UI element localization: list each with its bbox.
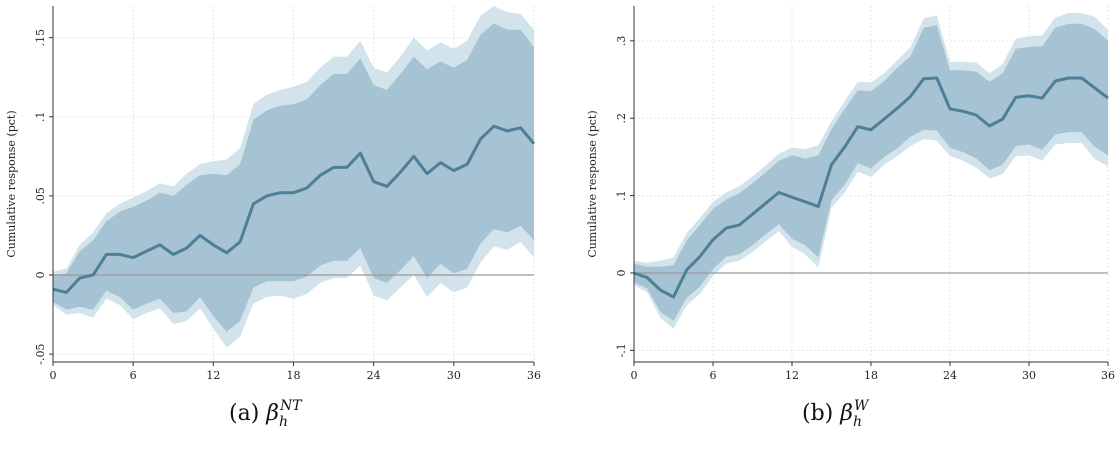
- b-x-tick-label-2: 12: [785, 369, 799, 382]
- caption-a: (a) βhNT: [229, 398, 302, 430]
- b-y-tick-label-0: -.1: [615, 343, 628, 357]
- b-y-tick-label-2: .1: [615, 190, 628, 201]
- a-x-tick-label-0: 0: [50, 369, 57, 382]
- caption-a-sup: NT: [280, 398, 302, 414]
- a-x-tick-label-2: 12: [206, 369, 220, 382]
- caption-b-prefix: (b): [802, 401, 834, 426]
- b-x-tick-label-5: 30: [1022, 369, 1036, 382]
- caption-a-sub: h: [279, 414, 289, 430]
- a-y-tick-label-4: .15: [34, 29, 47, 47]
- a-y-tick-label-3: .1: [34, 112, 47, 123]
- caption-b-symbol: β: [840, 401, 853, 426]
- b-y-tick-label-1: 0: [615, 270, 628, 277]
- a-x-tick-label-3: 18: [287, 369, 301, 382]
- b-x-tick-label-0: 0: [631, 369, 638, 382]
- b-x-tick-label-1: 6: [710, 369, 717, 382]
- caption-a-symbol: β: [266, 401, 280, 426]
- b-y-axis-label: Cumulative response (pct): [586, 110, 599, 257]
- b-x-tick-label-6: 36: [1101, 369, 1115, 382]
- a-series-line: [52, 124, 536, 294]
- caption-a-prefix: (a): [229, 401, 260, 426]
- a-x-tick-label-1: 6: [130, 369, 137, 382]
- caption-b-sup: W: [854, 398, 869, 414]
- chart-panel-a: 0 6 12 18 24 30 36 -.05 0.05.1.15 Cumulative resp…: [0, 0, 559, 458]
- b-x-tick-label-3: 18: [864, 369, 878, 382]
- chart-panel-b: 0 6 12 18 24 30 36 -.1 0.1.2.3 Cumulative respons…: [559, 0, 1118, 458]
- a-x-tick-label-6: 36: [527, 369, 541, 382]
- b-y-tick-label-3: .2: [615, 113, 628, 124]
- a-y-tick-label-0: -.05: [34, 343, 47, 364]
- a-x-tick-label-5: 30: [447, 369, 461, 382]
- a-y-tick-label-2: .05: [34, 187, 47, 205]
- caption-b: (b) βhW: [802, 398, 868, 430]
- a-x-tick-label-4: 24: [367, 369, 381, 382]
- caption-b-sub: h: [852, 414, 862, 430]
- a-y-axis-label: Cumulative response (pct): [5, 110, 18, 257]
- b-x-tick-label-4: 24: [943, 369, 957, 382]
- a-y-tick-label-1: 0: [34, 271, 47, 278]
- b-y-tick-label-4: .3: [615, 36, 628, 47]
- b-series-line: [633, 76, 1109, 299]
- b-ci-band-inner: [634, 23, 1108, 322]
